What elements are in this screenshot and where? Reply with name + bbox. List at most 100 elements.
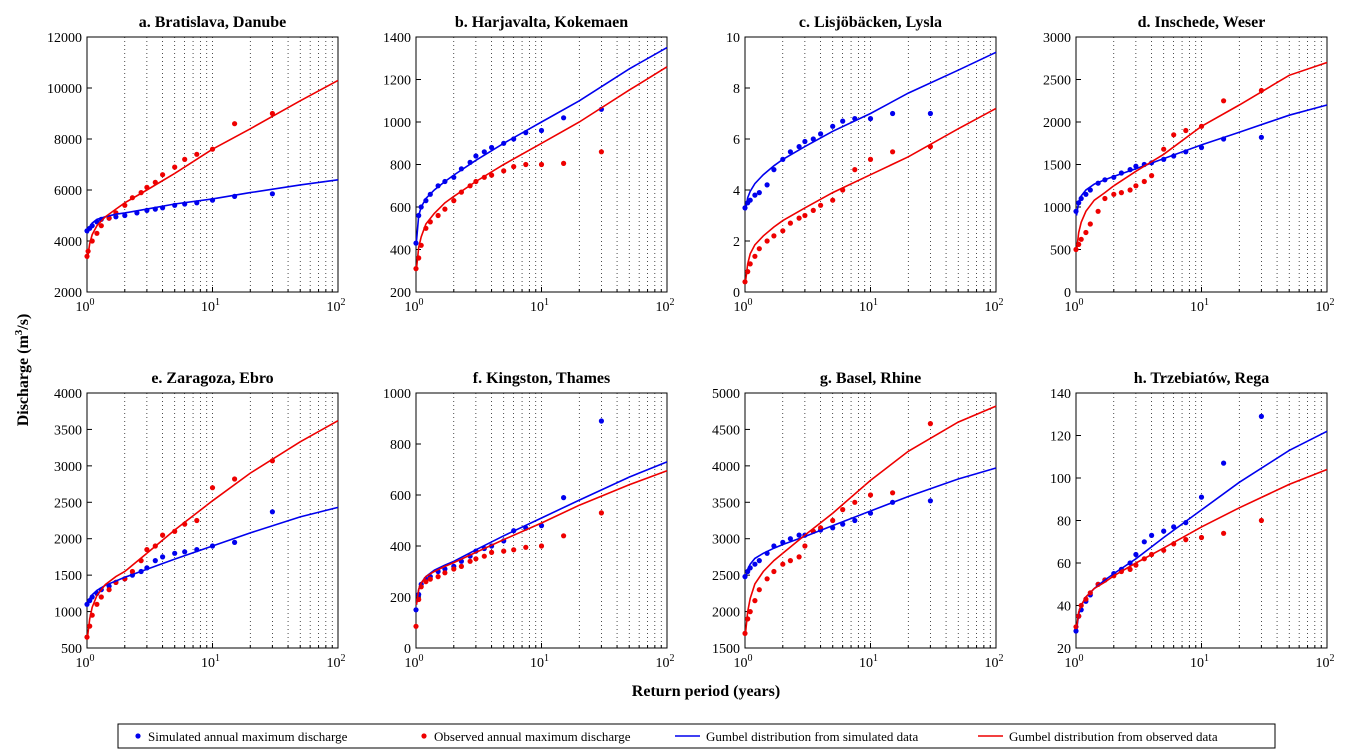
data-point: [796, 144, 802, 150]
x-tick-label: 102: [1316, 297, 1335, 315]
data-point: [561, 115, 567, 121]
panel-6: 100 101 102 0 200 400 600 800 1000 f. Kingston, T…: [383, 370, 675, 671]
data-point: [867, 156, 874, 162]
data-point: [182, 549, 188, 555]
y-tick-label: 8000: [54, 133, 82, 148]
data-point: [1183, 537, 1189, 543]
data-point: [501, 168, 507, 174]
y-tick-label: 1000: [383, 116, 411, 131]
data-point: [561, 160, 567, 166]
data-point: [1127, 187, 1133, 193]
data-point: [481, 149, 487, 155]
data-point: [451, 566, 457, 572]
data-point: [787, 536, 794, 542]
legend-marker-observed: [421, 733, 427, 739]
data-point: [489, 172, 495, 178]
data-point: [481, 553, 487, 559]
x-tick-label: 100: [1065, 653, 1084, 671]
data-point: [764, 238, 770, 244]
y-tick-label: 0: [404, 642, 411, 657]
legend-label-simulated: Simulated annual maximum discharge: [148, 729, 348, 744]
data-point: [802, 212, 808, 219]
y-tick-label: 500: [61, 642, 82, 657]
gumbel-line: [744, 467, 997, 579]
y-tick-label: 10000: [47, 82, 82, 97]
data-point: [435, 574, 441, 580]
data-point: [232, 476, 238, 482]
y-tick-label: 0: [1064, 286, 1071, 301]
gumbel-line: [415, 66, 668, 269]
data-point: [747, 197, 753, 203]
y-tick-label: 2500: [712, 569, 740, 584]
gumbel-line: [744, 405, 997, 634]
y-tick-label: 2500: [54, 496, 82, 511]
panel-4: 100 101 102 0 500 1000 1500 2000 2500 3000 d. Insc…: [1043, 14, 1335, 315]
data-point: [94, 601, 100, 607]
data-point: [747, 609, 753, 615]
y-tick-label: 40: [1057, 600, 1071, 615]
gumbel-line: [86, 420, 339, 638]
data-point: [810, 207, 816, 213]
y-tick-label: 2500: [1043, 74, 1071, 89]
data-point: [172, 164, 178, 170]
data-point: [810, 136, 816, 142]
data-point: [756, 190, 762, 196]
data-point: [1111, 191, 1117, 197]
gumbel-line: [744, 51, 997, 211]
data-point: [538, 161, 545, 168]
data-point: [473, 153, 479, 159]
data-point: [473, 556, 479, 562]
y-tick-label: 500: [1050, 244, 1071, 259]
y-tick-label: 600: [390, 489, 411, 504]
data-point: [1095, 208, 1101, 214]
data-point: [160, 554, 166, 560]
data-point: [423, 579, 429, 585]
data-point: [802, 138, 808, 145]
data-point: [523, 544, 529, 550]
data-point: [501, 548, 507, 554]
x-tick-label: 100: [405, 297, 424, 315]
data-point: [787, 149, 794, 155]
data-point: [269, 509, 275, 515]
y-tick-label: 800: [390, 438, 411, 453]
data-point: [122, 212, 128, 219]
data-point: [752, 253, 758, 259]
data-point: [511, 547, 517, 553]
data-point: [802, 543, 808, 549]
y-tick-label: 600: [390, 201, 411, 216]
data-point: [458, 563, 464, 570]
y-tick-label: 0: [733, 286, 740, 301]
data-point: [1221, 530, 1227, 536]
x-tick-label: 101: [201, 653, 220, 671]
data-point: [489, 549, 495, 556]
data-point: [830, 517, 836, 524]
data-point: [890, 149, 896, 155]
y-tick-label: 3000: [1043, 31, 1071, 46]
y-tick-label: 3500: [54, 423, 82, 438]
data-point: [1149, 173, 1155, 179]
x-tick-label: 101: [1190, 653, 1209, 671]
data-point: [467, 558, 473, 564]
data-point: [523, 161, 529, 168]
panel-3: 100 101 102 0 2 4 6 8 10 c. Lisjöbäcken, Lysla: [726, 14, 1004, 315]
data-point: [771, 568, 777, 575]
y-tick-label: 400: [390, 244, 411, 259]
data-point: [747, 261, 753, 267]
data-point: [598, 510, 605, 516]
data-point: [451, 198, 457, 204]
legend-label-gumbel-observed: Gumbel distribution from observed data: [1009, 729, 1218, 744]
x-tick-label: 102: [985, 297, 1004, 315]
y-tick-label: 400: [390, 540, 411, 555]
y-tick-label: 4: [733, 184, 740, 199]
panel-2: 100 101 102 200 400 600 800 1000 1200 1400 b. Harj…: [383, 14, 675, 315]
data-point: [756, 558, 762, 564]
data-point: [1127, 566, 1133, 573]
panel-title: h. Trzebiatów, Rega: [1134, 370, 1269, 387]
data-point: [796, 532, 802, 538]
data-point: [787, 558, 794, 564]
data-point: [98, 594, 104, 600]
data-point: [144, 547, 150, 553]
y-tick-label: 2: [733, 235, 740, 250]
y-tick-label: 4000: [54, 235, 82, 250]
